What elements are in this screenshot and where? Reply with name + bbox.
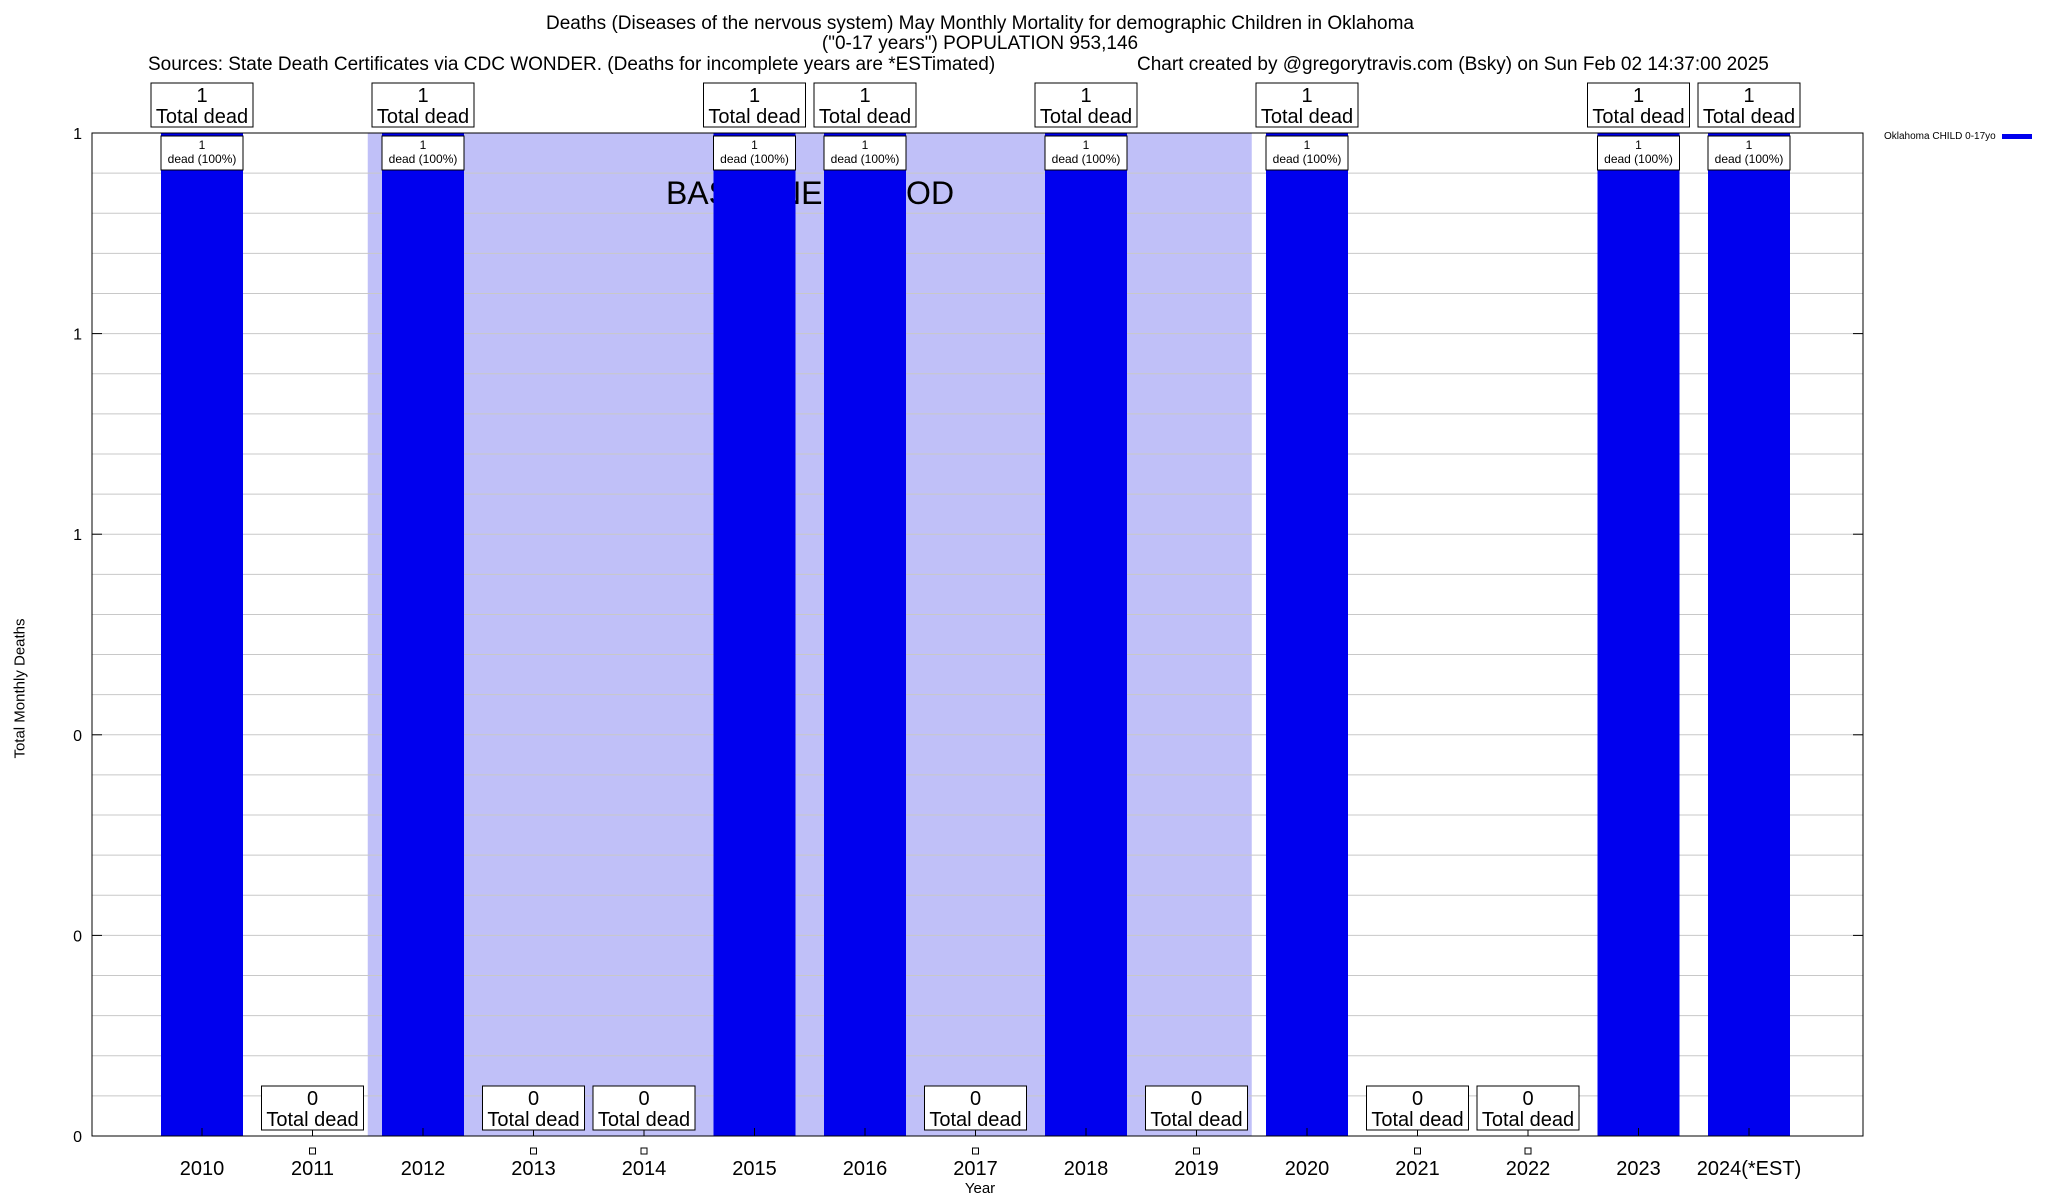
legend: Oklahoma CHILD 0-17yo	[1884, 131, 2032, 142]
zero-marker	[1193, 1147, 1200, 1155]
bar-2012	[382, 133, 464, 1136]
bar-label: 1 dead (100%)	[1052, 138, 1121, 166]
chart-title: Deaths (Diseases of the nervous system) …	[545, 13, 1415, 34]
total-label: 1 Total dead	[156, 85, 248, 128]
zero-marker	[309, 1147, 316, 1155]
total-label: 1 Total dead	[1261, 85, 1353, 128]
x-tick-label: 2013	[511, 1158, 556, 1180]
bar-label: 1 dead (100%)	[389, 138, 458, 166]
total-label: 0 Total dead	[1150, 1088, 1242, 1131]
legend-label: Oklahoma CHILD 0-17yo	[1884, 131, 1996, 142]
bar-2020	[1266, 133, 1348, 1136]
bar-label-box	[1707, 135, 1791, 171]
total-label: 1 Total dead	[1592, 85, 1684, 128]
total-label: 0 Total dead	[266, 1088, 358, 1131]
credit-note: Chart created by @gregorytravis.com (Bsk…	[1137, 54, 1769, 75]
total-label: 1 Total dead	[708, 85, 800, 128]
x-tick-label: 2010	[180, 1158, 225, 1180]
x-tick-label: 2020	[1285, 1158, 1330, 1180]
bar-label: 1 dead (100%)	[168, 138, 237, 166]
total-label-box	[1476, 1085, 1580, 1131]
y-tick-label: 0	[73, 928, 82, 945]
zero-marker	[1414, 1147, 1421, 1155]
bar-label-box	[823, 135, 907, 171]
total-label: 1 Total dead	[1703, 85, 1795, 128]
sources-note: Sources: State Death Certificates via CD…	[148, 54, 996, 75]
bar-label-box	[1044, 135, 1128, 171]
bar-label: 1 dead (100%)	[831, 138, 900, 166]
x-tick-label: 2023	[1616, 1158, 1661, 1180]
total-label-box	[1366, 1085, 1469, 1131]
total-label-box	[813, 82, 917, 128]
x-tick-label: 2024(*EST)	[1697, 1158, 1802, 1180]
total-label-box	[1255, 82, 1359, 128]
x-tick-label: 2017	[953, 1158, 998, 1180]
bar-label-box	[1265, 135, 1349, 171]
total-label-box	[482, 1085, 585, 1131]
y-tick-label: 0	[73, 728, 82, 745]
total-label: 1 Total dead	[819, 85, 911, 128]
total-label: 0 Total dead	[487, 1088, 579, 1131]
y-axis-label: Total Monthly Deaths	[11, 618, 29, 759]
x-tick-label: 2016	[843, 1158, 888, 1180]
bar-2010	[161, 133, 243, 1136]
x-axis-label: Year	[964, 1180, 996, 1197]
total-label-box	[371, 82, 475, 128]
zero-marker	[972, 1147, 979, 1155]
legend-swatch	[2001, 134, 2032, 139]
total-label: 0 Total dead	[1482, 1088, 1574, 1131]
bar-label-box	[713, 135, 796, 171]
total-label: 1 Total dead	[377, 85, 469, 128]
x-tick-label: 2018	[1064, 1158, 1109, 1180]
bar-label-box	[1597, 135, 1680, 171]
x-tick-label: 2015	[732, 1158, 777, 1180]
total-label-box	[1697, 82, 1801, 128]
zero-marker	[530, 1147, 537, 1155]
zero-marker	[640, 1147, 648, 1155]
total-label-box	[150, 82, 254, 128]
x-tick-label: 2019	[1174, 1158, 1219, 1180]
bar-label: 1 dead (100%)	[720, 138, 789, 166]
bar-label-box	[160, 135, 244, 171]
total-label: 1 Total dead	[1040, 85, 1132, 128]
zero-marker	[1524, 1147, 1532, 1155]
total-label-box	[1145, 1085, 1248, 1131]
y-tick-label: 0	[73, 1129, 82, 1146]
x-tick-label: 2022	[1506, 1158, 1551, 1180]
total-label-box	[1034, 82, 1138, 128]
y-tick-label: 1	[73, 327, 82, 344]
bar-2023	[1597, 133, 1680, 1136]
baseline-period-label: BASELINE PERIOD	[666, 175, 954, 211]
plot-frame	[91, 132, 1864, 1137]
total-label: 0 Total dead	[598, 1088, 690, 1131]
bar-2018	[1045, 133, 1127, 1136]
y-tick-label: 1	[73, 126, 82, 143]
total-label-box	[703, 82, 806, 128]
total-label-box	[592, 1085, 696, 1131]
total-label: 0 Total dead	[929, 1088, 1021, 1131]
y-tick-label: 1	[73, 527, 82, 544]
bar-label: 1 dead (100%)	[1273, 138, 1342, 166]
chart-subtitle: ("0-17 years") POPULATION 953,146	[821, 33, 1139, 54]
total-label: 0 Total dead	[1371, 1088, 1463, 1131]
bar-2024(*EST)	[1708, 133, 1790, 1136]
x-tick-label: 2011	[291, 1158, 334, 1180]
bar-label-box	[381, 135, 465, 171]
total-label-box	[1587, 82, 1690, 128]
total-label-box	[924, 1085, 1027, 1131]
bar-2015	[713, 133, 796, 1136]
x-tick-label: 2014	[622, 1158, 667, 1180]
bar-2016	[824, 133, 906, 1136]
x-tick-label: 2012	[401, 1158, 446, 1180]
bar-label: 1 dead (100%)	[1715, 138, 1784, 166]
x-tick-label: 2021	[1395, 1158, 1440, 1180]
total-label-box	[261, 1085, 364, 1131]
bar-label: 1 dead (100%)	[1604, 138, 1673, 166]
